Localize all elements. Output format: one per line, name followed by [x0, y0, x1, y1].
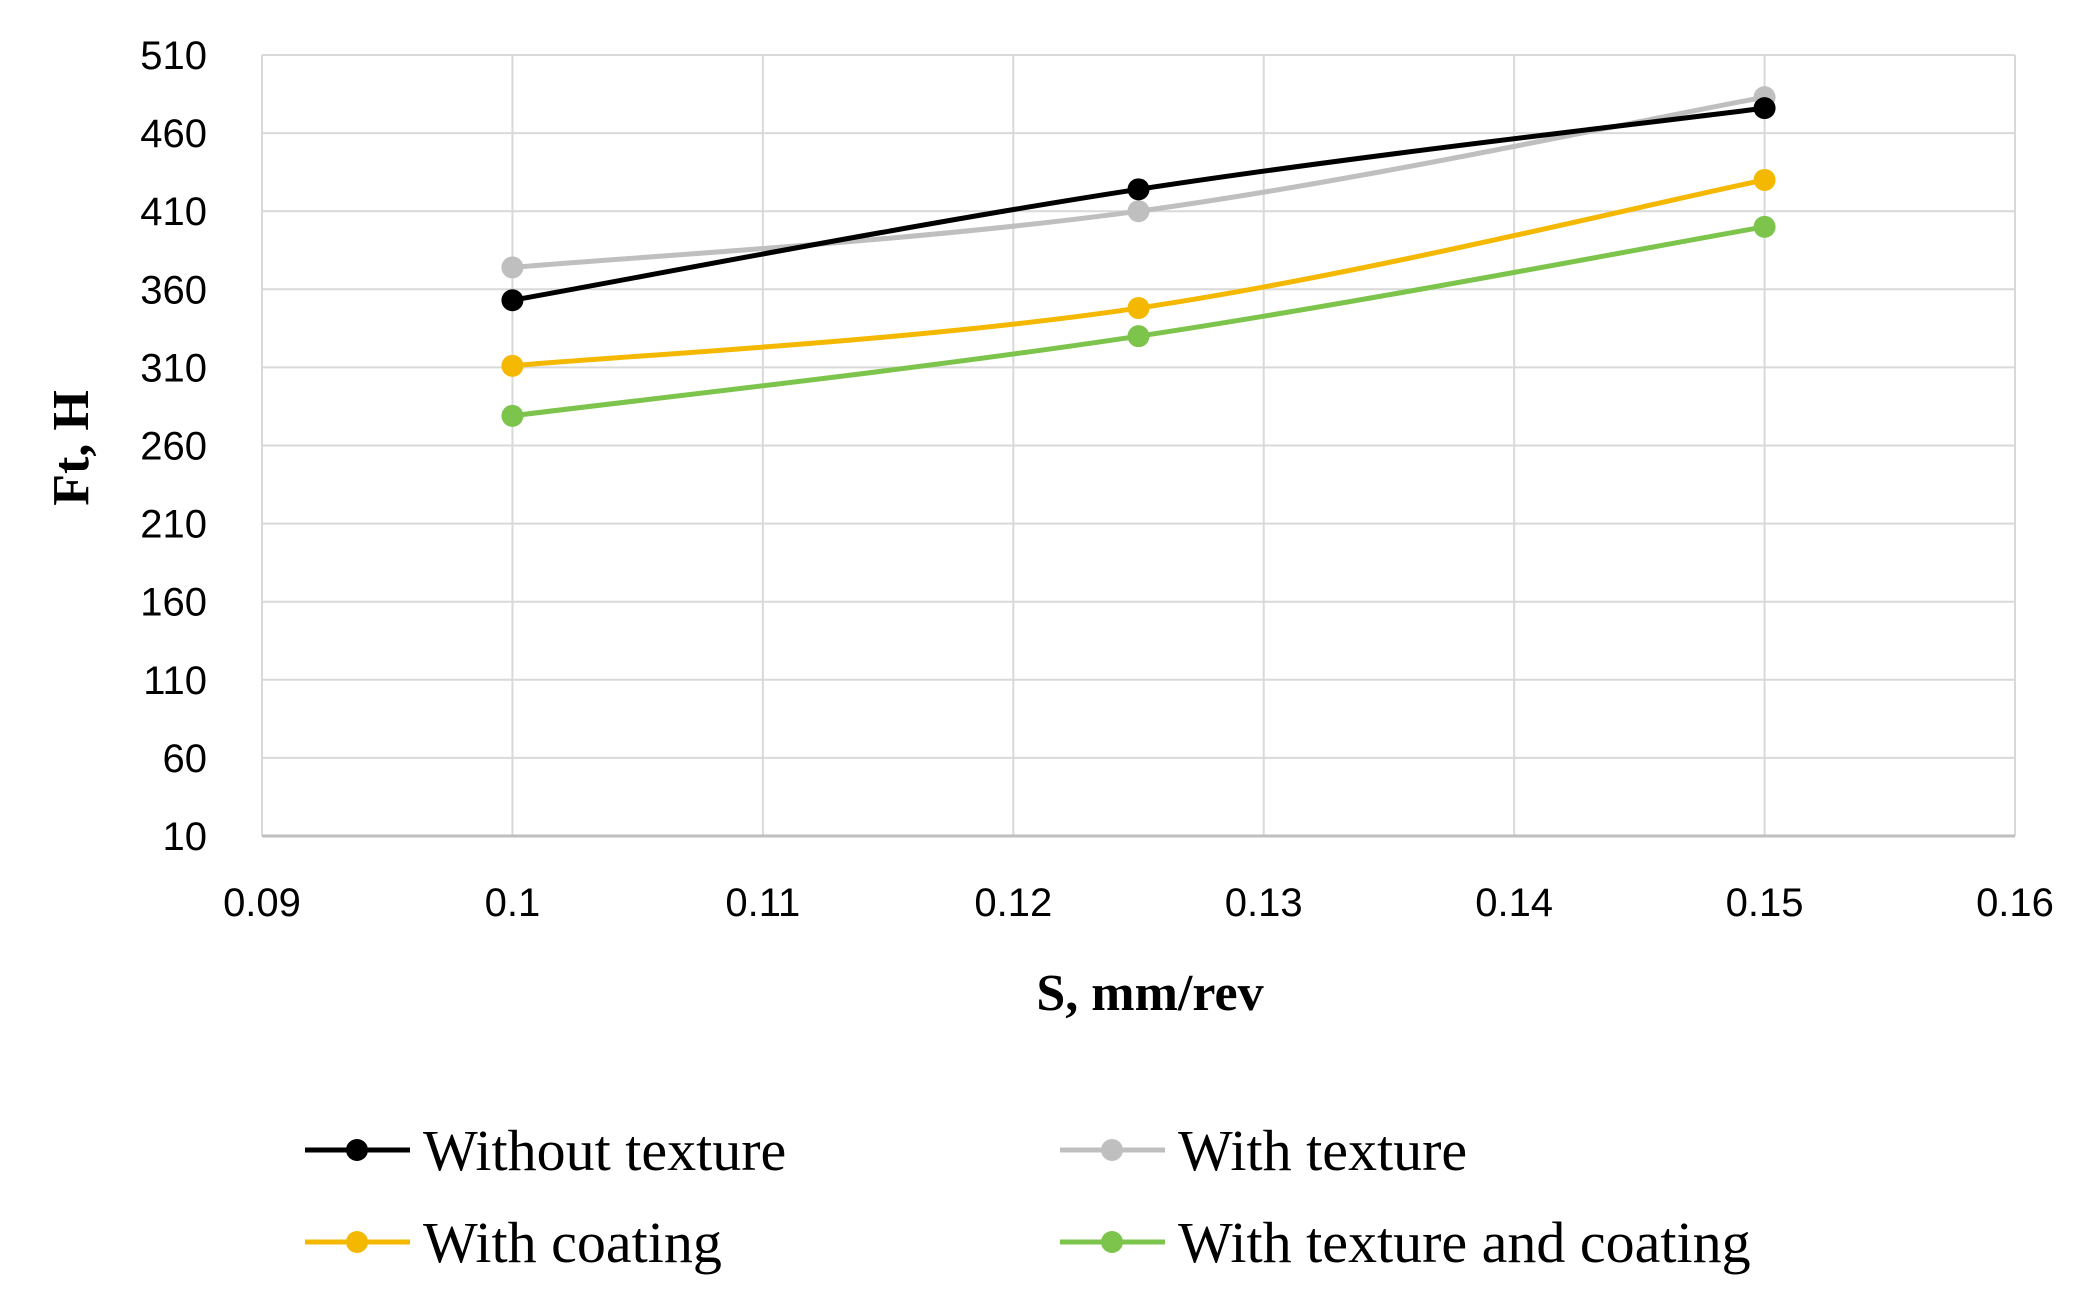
x-tick-label: 0.13 — [1225, 881, 1303, 925]
data-point — [1753, 168, 1776, 191]
legend-marker — [346, 1139, 368, 1161]
data-point — [501, 404, 524, 427]
x-tick-label: 0.16 — [1976, 881, 2054, 925]
y-tick-label: 210 — [140, 503, 207, 547]
x-tick-label: 0.12 — [974, 881, 1052, 925]
y-tick-label: 510 — [140, 34, 207, 78]
data-point — [501, 354, 524, 377]
grid — [261, 54, 2016, 838]
data-point — [1753, 97, 1776, 120]
x-tick-label: 0.11 — [725, 881, 800, 925]
data-point — [501, 256, 524, 279]
y-tick-label: 160 — [140, 581, 207, 625]
y-tick-label: 310 — [140, 346, 207, 390]
legend-marker — [1101, 1139, 1123, 1161]
legend-marker — [346, 1231, 368, 1253]
legend: Without texture With texture With coating W… — [305, 1118, 1751, 1275]
data-point — [1127, 200, 1150, 223]
data-point — [1127, 297, 1150, 320]
legend-marker — [1101, 1231, 1123, 1253]
legend-label: With coating — [423, 1210, 722, 1275]
y-tick-label: 110 — [143, 659, 207, 703]
y-tick-label: 410 — [140, 190, 207, 234]
x-tick-label: 0.14 — [1475, 881, 1553, 925]
y-axis-ticks: 10 60 110 160 210 260 310 360 410 460 510 — [140, 34, 207, 859]
data-point — [1127, 178, 1150, 201]
y-tick-label: 260 — [140, 425, 207, 469]
x-tick-label: 0.09 — [223, 881, 301, 925]
x-tick-label: 0.15 — [1726, 881, 1804, 925]
series-lines — [501, 86, 1776, 427]
data-point — [501, 289, 524, 312]
x-axis-label: S, mm/rev — [1036, 965, 1263, 1022]
legend-label: With texture — [1178, 1118, 1467, 1183]
x-tick-label: 0.1 — [485, 881, 541, 925]
legend-label: With texture and coating — [1178, 1210, 1751, 1275]
y-tick-label: 60 — [163, 737, 208, 781]
y-tick-label: 360 — [140, 268, 207, 312]
y-tick-label: 460 — [140, 112, 207, 156]
y-axis-label: Ft, H — [43, 390, 100, 506]
legend-label: Without texture — [423, 1118, 786, 1183]
y-tick-label: 10 — [163, 815, 208, 859]
data-point — [1127, 325, 1150, 348]
data-point — [1753, 215, 1776, 238]
x-axis-ticks: 0.09 0.1 0.11 0.12 0.13 0.14 0.15 0.16 — [223, 881, 2054, 925]
